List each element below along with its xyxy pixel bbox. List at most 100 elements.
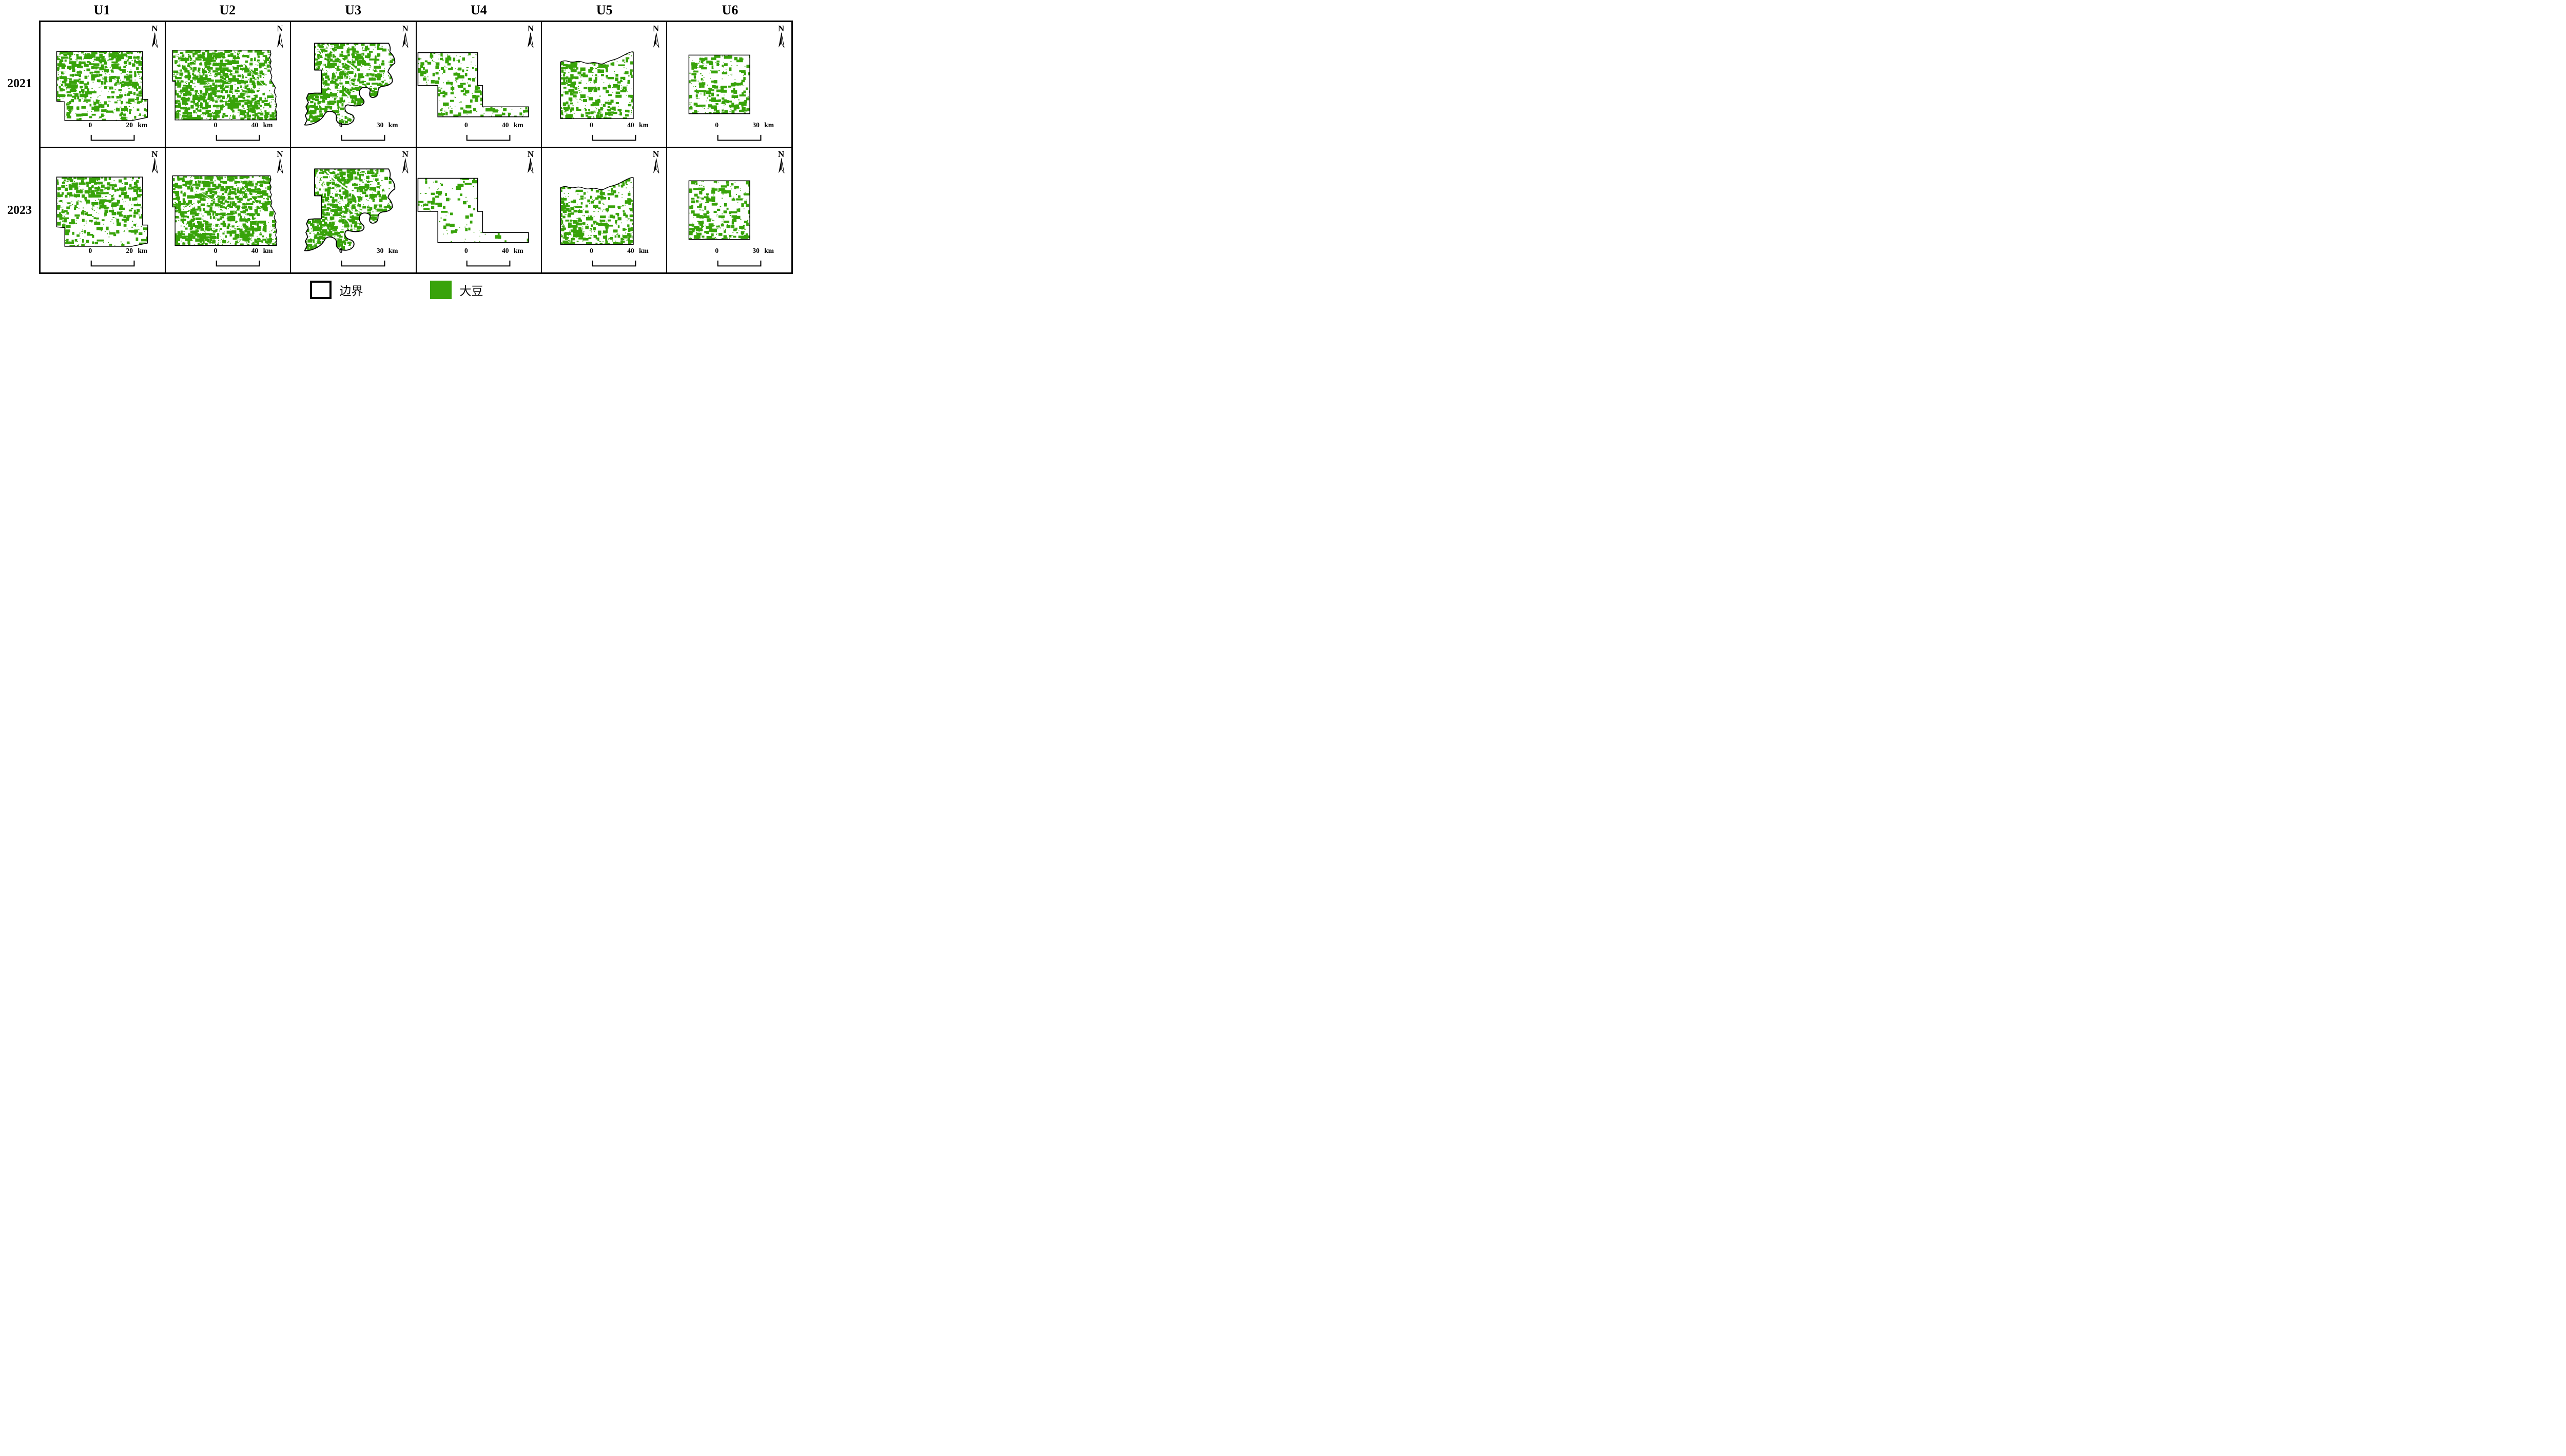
scale-bar	[717, 134, 762, 141]
soybean-map	[560, 177, 634, 245]
column-header-u3: U3	[345, 3, 361, 17]
scale-zero-label: 0	[88, 121, 92, 129]
scale-end-label: 40 km	[251, 247, 273, 255]
column-header-u5: U5	[596, 3, 613, 17]
scale-bar	[466, 260, 511, 267]
north-arrow-icon	[778, 158, 785, 173]
north-arrow: N	[773, 24, 789, 50]
scale-bar	[592, 260, 636, 267]
north-label: N	[277, 23, 283, 33]
north-arrow: N	[273, 24, 288, 50]
north-arrow-icon	[151, 32, 158, 48]
scale-end-label: 20 km	[126, 247, 148, 255]
scale-zero-label: 0	[339, 121, 343, 129]
map-panel-u6-2023: N 0 30 km	[667, 148, 791, 272]
row-label-column: 2021 2023	[0, 21, 39, 274]
legend: 边界 大豆	[0, 278, 793, 302]
north-label: N	[527, 149, 534, 159]
map-panel-u5-2021: N 0 40 km	[541, 22, 666, 147]
soybean-map	[56, 176, 148, 247]
column-header-u1: U1	[93, 3, 110, 17]
north-arrow: N	[523, 24, 538, 50]
scale-zero-label: 0	[213, 121, 218, 129]
scale-zero-label: 0	[590, 121, 593, 129]
north-arrow: N	[648, 24, 664, 50]
soybean-map	[304, 168, 396, 251]
scale-zero-label: 0	[715, 121, 719, 129]
north-arrow: N	[523, 150, 538, 176]
north-arrow: N	[398, 150, 413, 176]
scale-bar	[90, 260, 135, 267]
scale-end-label: 30 km	[752, 247, 774, 255]
scale-end-label: 30 km	[376, 121, 398, 129]
north-arrow-icon	[151, 158, 158, 173]
north-label: N	[652, 23, 659, 33]
soybean-map	[560, 51, 634, 120]
scale-bar	[216, 134, 260, 141]
north-label: N	[277, 149, 283, 159]
north-arrow-icon	[277, 32, 283, 48]
map-panel-u3-2023: N 0 30 km	[291, 148, 416, 272]
map-panel-u4-2021: N 0 40 km	[416, 22, 541, 147]
north-label: N	[652, 149, 659, 159]
scale-bar	[717, 260, 762, 267]
map-panel-u1-2021: N 0 20 km	[41, 22, 165, 147]
scale-bar	[466, 134, 511, 141]
map-panel-u5-2023: N 0 40 km	[541, 148, 666, 272]
north-arrow: N	[273, 150, 288, 176]
soybean-map	[56, 51, 148, 121]
north-arrow-icon	[528, 158, 534, 173]
column-header-u2: U2	[219, 3, 236, 17]
scale-zero-label: 0	[339, 247, 343, 255]
legend-boundary-label: 边界	[339, 285, 363, 298]
soybean-map	[417, 178, 529, 243]
north-arrow: N	[648, 150, 664, 176]
map-panel-u4-2023: N 0 40 km	[416, 148, 541, 272]
map-panel-u2-2021: N 0 40 km	[166, 22, 290, 147]
scale-bar	[341, 134, 385, 141]
map-panel-u2-2023: N 0 40 km	[166, 148, 290, 272]
soybean-map	[172, 175, 278, 246]
map-panel-grid: N 0 20 km N 0 40 km N 0 30 km	[39, 21, 793, 274]
north-arrow-icon	[778, 32, 785, 48]
scale-end-label: 30 km	[376, 247, 398, 255]
north-arrow-icon	[402, 32, 409, 48]
scale-end-label: 40 km	[627, 121, 649, 129]
north-label: N	[778, 149, 785, 159]
north-arrow: N	[773, 150, 789, 176]
map-panel-u3-2021: N 0 30 km	[291, 22, 416, 147]
north-arrow-icon	[277, 158, 283, 173]
north-label: N	[402, 23, 409, 33]
scale-end-label: 20 km	[126, 121, 148, 129]
column-header-u4: U4	[471, 3, 487, 17]
north-label: N	[151, 149, 158, 159]
legend-soybean-swatch	[430, 281, 452, 299]
scale-zero-label: 0	[88, 247, 92, 255]
scale-bar	[592, 134, 636, 141]
scale-bar	[341, 260, 385, 267]
map-panel-u1-2023: N 0 20 km	[41, 148, 165, 272]
scale-end-label: 40 km	[502, 247, 523, 255]
scale-end-label: 40 km	[251, 121, 273, 129]
north-arrow-icon	[528, 32, 534, 48]
soybean-maps-figure: U1 U2 U3 U4 U5 U6 2021 2023 N 0 20 km N	[0, 0, 793, 302]
scale-zero-label: 0	[464, 247, 468, 255]
scale-zero-label: 0	[715, 247, 719, 255]
row-label-2021: 2021	[7, 77, 32, 90]
north-arrow: N	[147, 150, 162, 176]
soybean-map	[688, 54, 750, 114]
scale-zero-label: 0	[590, 247, 593, 255]
north-arrow: N	[147, 24, 162, 50]
north-arrow: N	[398, 24, 413, 50]
column-header-u6: U6	[722, 3, 738, 17]
scale-zero-label: 0	[213, 247, 218, 255]
legend-item-soybean: 大豆	[430, 281, 483, 299]
map-panel-u6-2021: N 0 30 km	[667, 22, 791, 147]
scale-end-label: 30 km	[752, 121, 774, 129]
north-arrow-icon	[402, 158, 409, 173]
north-label: N	[151, 23, 158, 33]
north-arrow-icon	[653, 158, 659, 173]
north-arrow-icon	[653, 32, 659, 48]
column-header-row: U1 U2 U3 U4 U5 U6	[0, 0, 793, 21]
north-label: N	[778, 23, 785, 33]
